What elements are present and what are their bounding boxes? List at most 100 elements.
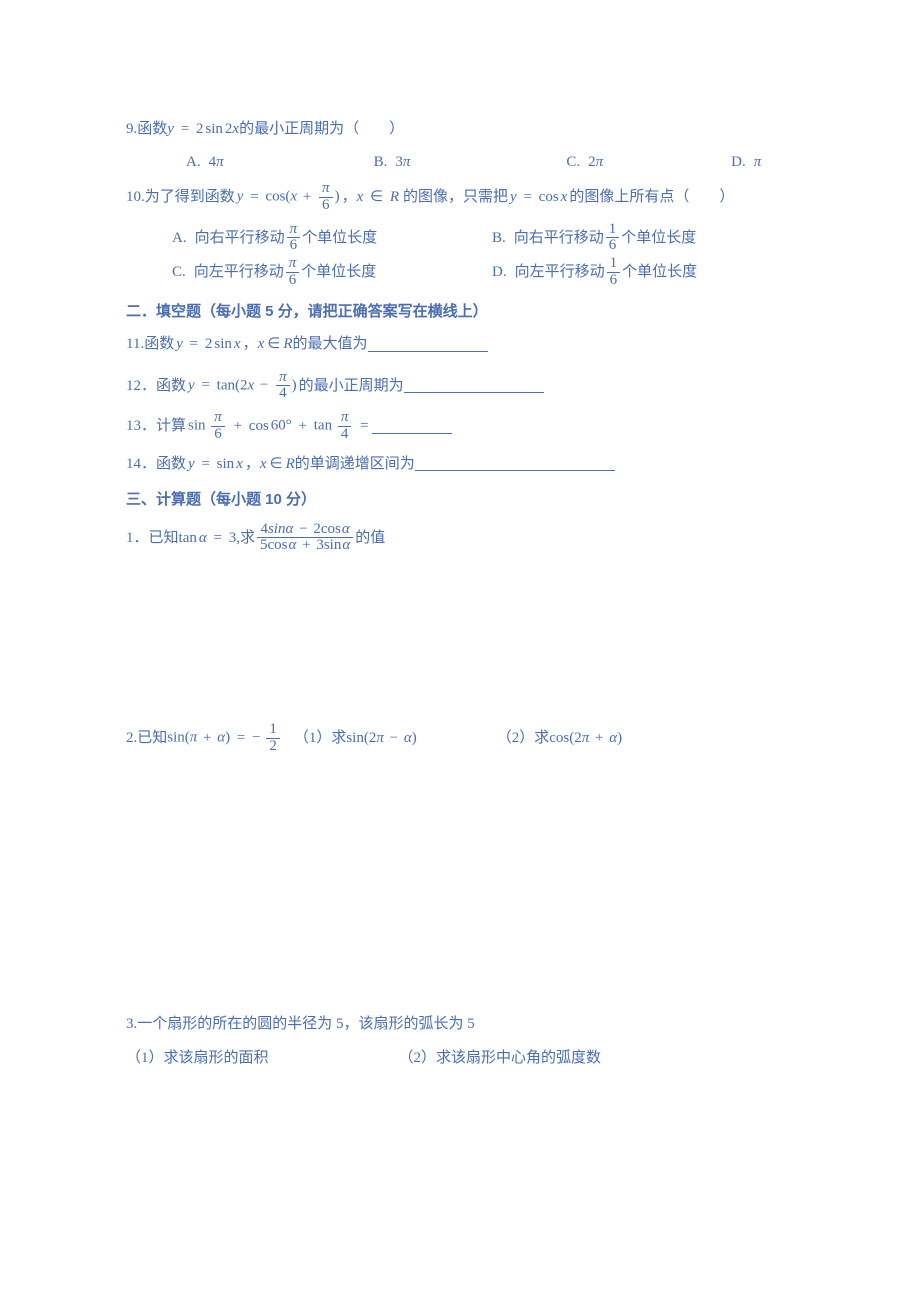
den: 6 — [286, 273, 300, 289]
close: ) — [617, 730, 622, 746]
opt-text: 向右平行移动 — [195, 227, 285, 250]
fn: cos( — [549, 730, 574, 746]
q14-text1: 函数 — [156, 453, 186, 476]
pi: π — [596, 154, 604, 170]
q10-options: A. 向右平行移动 π6 个单位长度 B. 向右平行移动 16 个单位长度 C.… — [172, 222, 804, 289]
eq: = — [237, 730, 245, 746]
val: 3, — [229, 530, 240, 546]
fn-sin: sin — [217, 456, 235, 472]
fn-sin: sin — [205, 121, 223, 137]
fn: cos — [321, 521, 341, 537]
frac-pi6: π6 — [211, 410, 225, 443]
comma: ， — [245, 453, 260, 476]
minus: − — [390, 730, 398, 746]
q10-expr1: y = cos(x + π6) — [237, 181, 340, 214]
q13-number: 13． — [126, 415, 156, 438]
pi: π — [319, 181, 333, 198]
alpha: α — [199, 530, 207, 546]
num: π — [286, 256, 300, 273]
question-10: 10. 为了得到函数 y = cos(x + π6) ， x ∈ R 的图像，只… — [126, 181, 804, 214]
var-x: x — [248, 377, 255, 393]
opt-label: C. — [566, 151, 580, 174]
q11-text1: 函数 — [144, 333, 174, 356]
var-y: y — [176, 336, 183, 352]
num: 1 — [607, 256, 621, 273]
calc-3: 3. 一个扇形的所在的圆的半径为 5，该扇形的弧长为 5 — [126, 1013, 804, 1036]
q12-text1: 函数 — [156, 375, 186, 398]
c1-text1: 已知 — [149, 527, 179, 550]
c3-p2-label: （2） — [399, 1047, 437, 1070]
c2-p1-expr: sin(2π − α) — [346, 727, 416, 750]
eq: = — [181, 121, 189, 137]
opt-label: B. — [374, 151, 388, 174]
frac-pi4: π4 — [276, 370, 290, 403]
opt-label: A. — [186, 151, 201, 174]
fn-sin: sin — [188, 418, 206, 434]
q14-number: 14． — [126, 453, 156, 476]
q10-domain: x ∈ R — [357, 186, 399, 209]
frac-pi4: π4 — [338, 410, 352, 443]
den: 2 — [266, 739, 280, 755]
num: 1 — [266, 722, 280, 739]
var-y: y — [167, 121, 174, 137]
c3-text: 一个扇形的所在的圆的半径为 5，该扇形的弧长为 5 — [137, 1013, 475, 1036]
frac: π6 — [287, 222, 301, 255]
val: 2 — [588, 154, 596, 170]
opt-label: D. — [731, 151, 746, 174]
pi: π — [376, 730, 384, 746]
opt-text2: 个单位长度 — [301, 261, 376, 284]
var-x: x — [236, 456, 243, 472]
opt-text2: 个单位长度 — [302, 227, 377, 250]
alpha: α — [609, 730, 617, 746]
q9-options: A. 4π B. 3π C. 2π D. π — [186, 151, 804, 174]
plus: + — [299, 418, 307, 434]
c2-p1-text: 求 — [331, 727, 346, 750]
eq: = — [201, 377, 209, 393]
in: ∈ — [267, 336, 280, 352]
in: ∈ — [270, 456, 283, 472]
den: 6 — [319, 198, 333, 214]
question-12: 12． 函数 y = tan(2x − π4) 的最小正周期为 — [126, 370, 804, 403]
den: 6 — [606, 238, 620, 254]
comma: ， — [243, 333, 258, 356]
fn-cos: cos( — [265, 189, 290, 205]
fn-tan: tan( — [217, 377, 240, 393]
frac: 16 — [606, 222, 620, 255]
c2-number: 2. — [126, 727, 137, 750]
comma: ， — [342, 186, 357, 209]
den: 4 — [338, 427, 352, 443]
q9-opt-c: C. 2π — [566, 151, 603, 174]
close-paren: ) — [292, 377, 297, 393]
alpha: α — [404, 730, 412, 746]
q10-number: 10. — [126, 186, 145, 209]
var-x: x — [290, 189, 297, 205]
q9-text-after: 的最小正周期为（ ） — [239, 118, 404, 141]
b: 3 — [316, 537, 324, 553]
q11-expr: y = 2sinx — [176, 333, 240, 356]
minus: − — [260, 377, 268, 393]
eq: = — [201, 456, 209, 472]
c2-p2-label: （2） — [497, 727, 535, 750]
pi: π — [582, 730, 590, 746]
q12-expr: y = tan(2x − π4) — [188, 370, 297, 403]
calc-2: 2. 已知 sin(π + α) = − 12 （1） 求 sin(2π − α… — [126, 722, 804, 755]
den: 4 — [276, 386, 290, 402]
q10-opt-b: B. 向右平行移动 16 个单位长度 — [492, 222, 696, 255]
var-x: x — [260, 456, 267, 472]
var-y: y — [510, 189, 517, 205]
fn-sin: sin( — [167, 730, 190, 746]
c2-p2-text: 求 — [534, 727, 549, 750]
pi: π — [190, 730, 198, 746]
var-x: x — [357, 189, 364, 205]
fill-blank — [415, 457, 615, 472]
a: 4 — [260, 521, 268, 537]
close-paren: ) — [335, 189, 340, 205]
coef: 2 — [240, 377, 248, 393]
pi: π — [338, 410, 352, 427]
workspace — [126, 763, 804, 1013]
opt-text: 向右平行移动 — [514, 227, 604, 250]
fn-sin: sin — [214, 336, 232, 352]
c2-p2-expr: cos(2π + α) — [549, 727, 622, 750]
c3-p1-text: 求该扇形的面积 — [164, 1047, 269, 1070]
q14-text2: 的单调递增区间为 — [295, 453, 415, 476]
